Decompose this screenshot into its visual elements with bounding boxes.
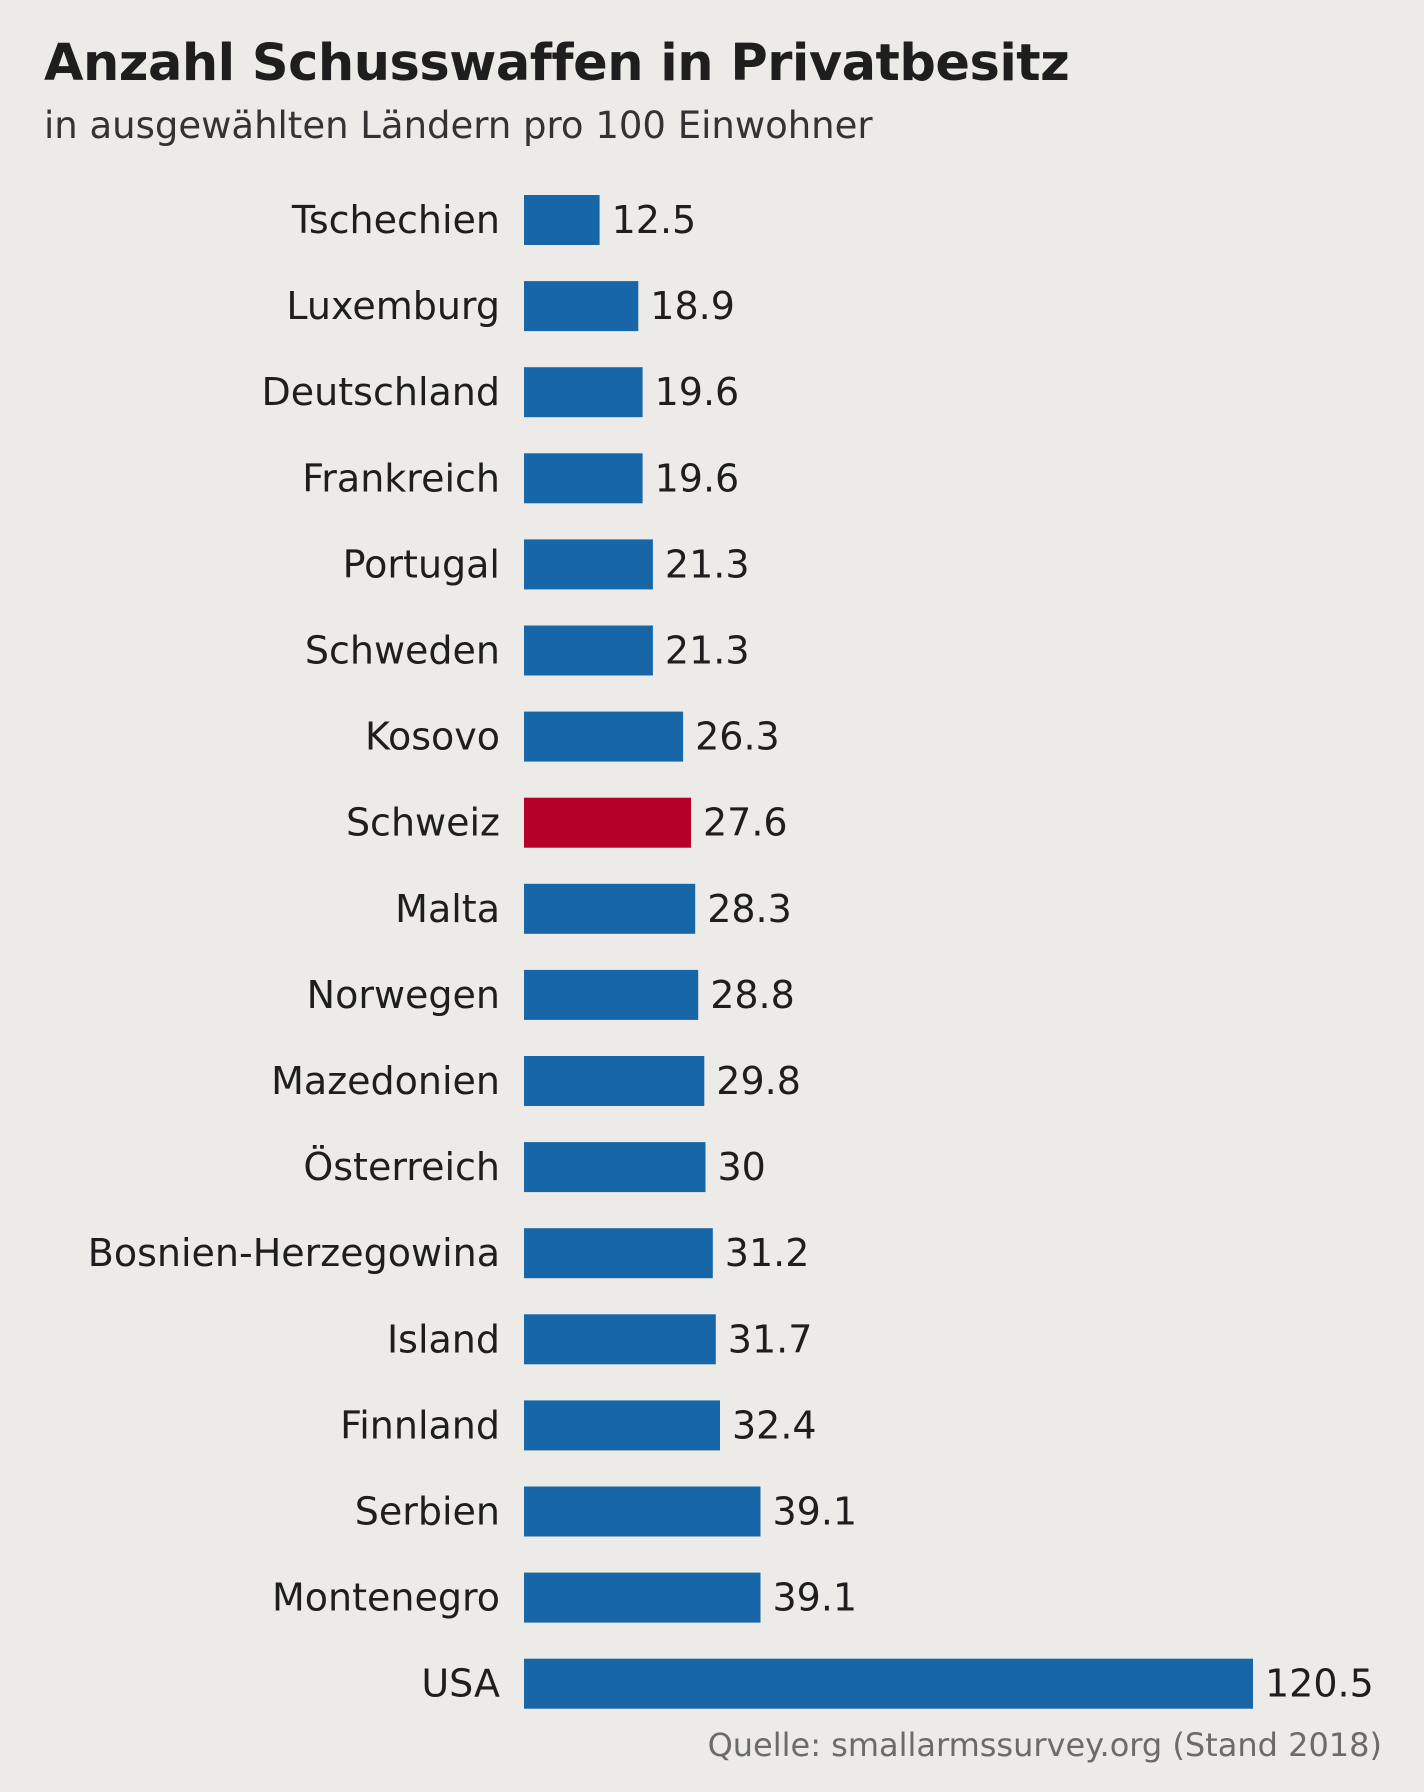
value-label: 19.6 (655, 370, 740, 414)
bar-deutschland (524, 367, 643, 418)
bar-montenegro (524, 1572, 761, 1623)
value-label: 19.6 (655, 456, 740, 500)
bar-frankreich (524, 453, 643, 504)
value-label: 18.9 (650, 284, 735, 328)
bar-island (524, 1314, 716, 1365)
bar-schweden (524, 625, 653, 676)
value-label: 27.6 (703, 801, 788, 845)
bar-österreich (524, 1142, 706, 1193)
value-label: 28.8 (710, 973, 795, 1017)
value-label: 28.3 (707, 887, 792, 931)
category-label: Schweiz (346, 801, 500, 845)
value-label: 32.4 (732, 1403, 817, 1447)
value-label: 39.1 (773, 1576, 858, 1620)
category-label: Kosovo (365, 715, 500, 759)
bar-finnland (524, 1400, 720, 1451)
bar-kosovo (524, 711, 684, 762)
chart-title: Anzahl Schusswaffen in Privatbesitz (44, 34, 1070, 93)
category-label: Österreich (303, 1145, 500, 1189)
bar-malta (524, 883, 696, 934)
value-label: 31.2 (725, 1231, 810, 1275)
value-label: 12.5 (612, 198, 697, 242)
bar-schweiz (524, 797, 691, 848)
bar-norwegen (524, 969, 699, 1020)
category-label: Serbien (355, 1490, 500, 1534)
category-label: Frankreich (302, 456, 500, 500)
value-label: 30 (718, 1145, 766, 1189)
value-label: 120.5 (1265, 1662, 1374, 1706)
category-label: Norwegen (307, 973, 500, 1017)
category-label: Portugal (343, 542, 500, 586)
bar-luxemburg (524, 281, 639, 332)
bar-bosnien-herzegowina (524, 1228, 713, 1279)
bar-serbien (524, 1486, 761, 1537)
value-label: 26.3 (695, 715, 780, 759)
category-label: Island (387, 1317, 500, 1361)
value-label: 29.8 (716, 1059, 801, 1103)
value-label: 31.7 (728, 1317, 813, 1361)
category-label: Deutschland (262, 370, 500, 414)
bar-usa (524, 1658, 1253, 1709)
value-label: 21.3 (665, 629, 750, 673)
category-label: Tschechien (291, 198, 500, 242)
category-label: Schweden (305, 629, 500, 673)
source-note: Quelle: smallarmssurvey.org (Stand 2018) (707, 1726, 1382, 1764)
value-label: 39.1 (773, 1490, 858, 1534)
category-label: Mazedonien (271, 1059, 500, 1103)
category-label: Finnland (340, 1403, 500, 1447)
bar-portugal (524, 539, 653, 590)
bar-tschechien (524, 195, 600, 245)
value-label: 21.3 (665, 542, 750, 586)
category-label: Luxemburg (286, 284, 500, 328)
category-label: Bosnien-Herzegowina (88, 1231, 500, 1275)
chart-subtitle: in ausgewählten Ländern pro 100 Einwohne… (44, 104, 873, 147)
category-label: Montenegro (272, 1576, 500, 1620)
category-label: USA (421, 1662, 500, 1706)
bar-mazedonien (524, 1056, 705, 1106)
category-label: Malta (395, 887, 500, 931)
